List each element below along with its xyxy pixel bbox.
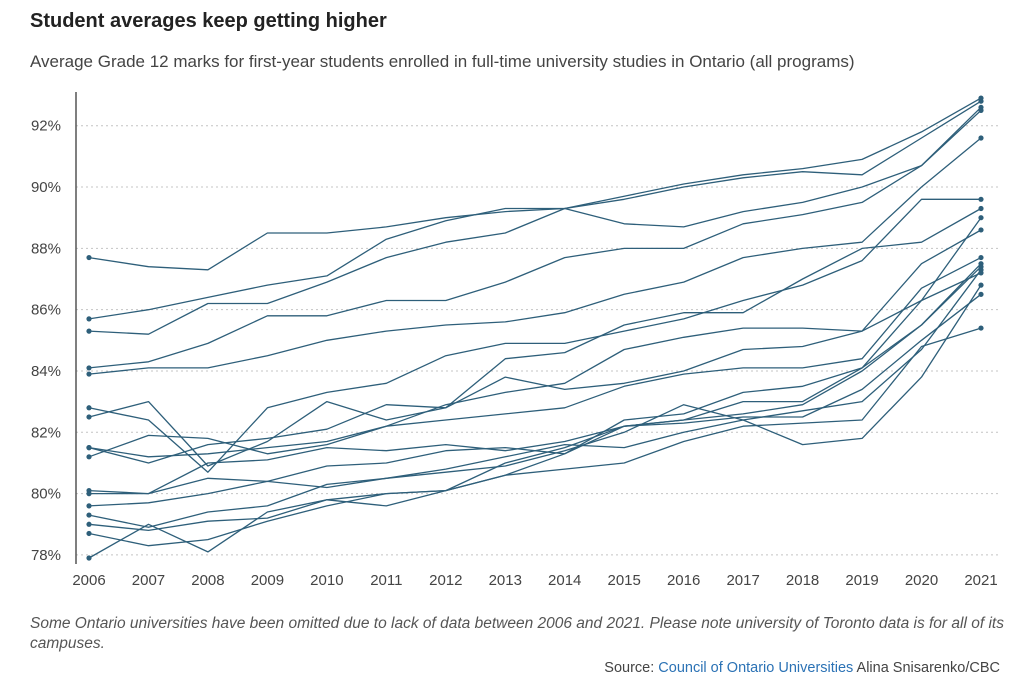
- chart-title: Student averages keep getting higher: [30, 10, 387, 32]
- source-link[interactable]: Council of Ontario Universities: [658, 660, 854, 676]
- start-point: [86, 530, 92, 537]
- end-point: [978, 107, 984, 113]
- start-point: [86, 512, 92, 518]
- end-point: [978, 254, 984, 261]
- start-point: [86, 414, 92, 420]
- series-line: [86, 135, 984, 377]
- start-point: [86, 521, 92, 527]
- series-path: [88, 100, 982, 271]
- end-point: [978, 215, 984, 221]
- series-line: [86, 205, 984, 467]
- x-tick-label: 2012: [429, 572, 462, 589]
- end-point: [978, 205, 984, 212]
- y-tick-label: 86%: [31, 302, 61, 319]
- line-chart: 2006 2007 2008 2009 2010 2011 2012 2013 2014 2015…: [31, 92, 1000, 589]
- start-point: [86, 316, 92, 322]
- series-line: [86, 104, 984, 335]
- footnote: Some Ontario universities have been omit…: [30, 615, 1004, 652]
- series-path: [88, 272, 982, 559]
- end-point: [978, 95, 984, 101]
- series-path: [88, 229, 982, 458]
- start-point: [86, 328, 92, 334]
- series-line: [86, 270, 984, 561]
- end-point: [978, 270, 984, 276]
- source-line: Source: Council of Ontario Universities …: [604, 660, 1000, 676]
- y-tick-label: 78%: [31, 547, 61, 564]
- y-tick-label: 82%: [31, 424, 61, 441]
- series-line: [86, 264, 984, 497]
- end-point: [978, 227, 984, 233]
- series-path: [88, 263, 982, 495]
- x-tick-label: 2017: [726, 572, 759, 589]
- series-path: [88, 327, 982, 547]
- start-point: [86, 445, 92, 451]
- x-tick-label: 2015: [608, 572, 641, 589]
- x-tick-label: 2021: [964, 572, 997, 589]
- x-tick-label: 2011: [370, 572, 402, 589]
- x-tick-label: 2014: [548, 572, 581, 589]
- start-point: [86, 254, 92, 261]
- series-group: [86, 95, 984, 561]
- x-tick-label: 2013: [489, 572, 522, 589]
- end-point: [978, 135, 984, 141]
- start-point: [86, 555, 92, 561]
- x-tick-label: 2016: [667, 572, 700, 589]
- series-path: [88, 137, 982, 375]
- x-tick-label: 2009: [251, 572, 284, 589]
- gridlines: [76, 125, 1000, 556]
- series-line: [86, 215, 984, 464]
- series-path: [88, 257, 982, 458]
- series-line: [86, 291, 984, 532]
- series-line: [86, 282, 984, 528]
- source-prefix: Source:: [604, 660, 659, 676]
- series-path: [88, 106, 982, 335]
- end-point: [978, 325, 984, 331]
- end-point: [978, 291, 984, 297]
- start-point: [86, 365, 92, 371]
- series-line: [86, 227, 984, 460]
- series-line: [86, 107, 984, 371]
- series-line: [86, 325, 984, 547]
- start-point: [86, 491, 92, 497]
- start-point: [86, 454, 92, 460]
- series-path: [88, 269, 982, 507]
- x-tick-label: 2007: [132, 572, 165, 589]
- series-path: [88, 293, 982, 532]
- y-tick-label: 84%: [31, 363, 61, 380]
- series-line: [86, 196, 984, 473]
- end-point: [978, 196, 984, 202]
- start-point: [86, 503, 92, 509]
- x-tick-label: 2018: [786, 572, 819, 589]
- chart-subtitle: Average Grade 12 marks for first-year st…: [30, 52, 855, 71]
- series-path: [88, 109, 982, 369]
- x-tick-label: 2006: [72, 572, 105, 589]
- y-tick-label: 92%: [31, 118, 61, 135]
- series-path: [88, 217, 982, 464]
- start-point: [86, 405, 92, 411]
- y-axis-labels: 78% 80% 82% 84% 86% 88% 90% 92%: [31, 118, 61, 564]
- y-tick-label: 90%: [31, 179, 61, 196]
- series-path: [88, 207, 982, 467]
- x-tick-label: 2010: [310, 572, 343, 589]
- series-line: [86, 95, 984, 322]
- y-tick-label: 88%: [31, 240, 61, 257]
- start-point: [86, 371, 92, 377]
- y-tick-label: 80%: [31, 486, 61, 503]
- series-line: [86, 254, 984, 458]
- series-path: [88, 97, 982, 320]
- x-tick-label: 2008: [191, 572, 224, 589]
- credit: Alina Snisarenko/CBC: [853, 660, 1000, 676]
- x-tick-label: 2019: [845, 572, 878, 589]
- series-path: [88, 284, 982, 528]
- end-point: [978, 282, 984, 288]
- x-axis-labels: 2006 2007 2008 2009 2010 2011 2012 2013 2014 2015…: [72, 572, 997, 589]
- x-tick-label: 2020: [905, 572, 938, 589]
- series-path: [88, 198, 981, 473]
